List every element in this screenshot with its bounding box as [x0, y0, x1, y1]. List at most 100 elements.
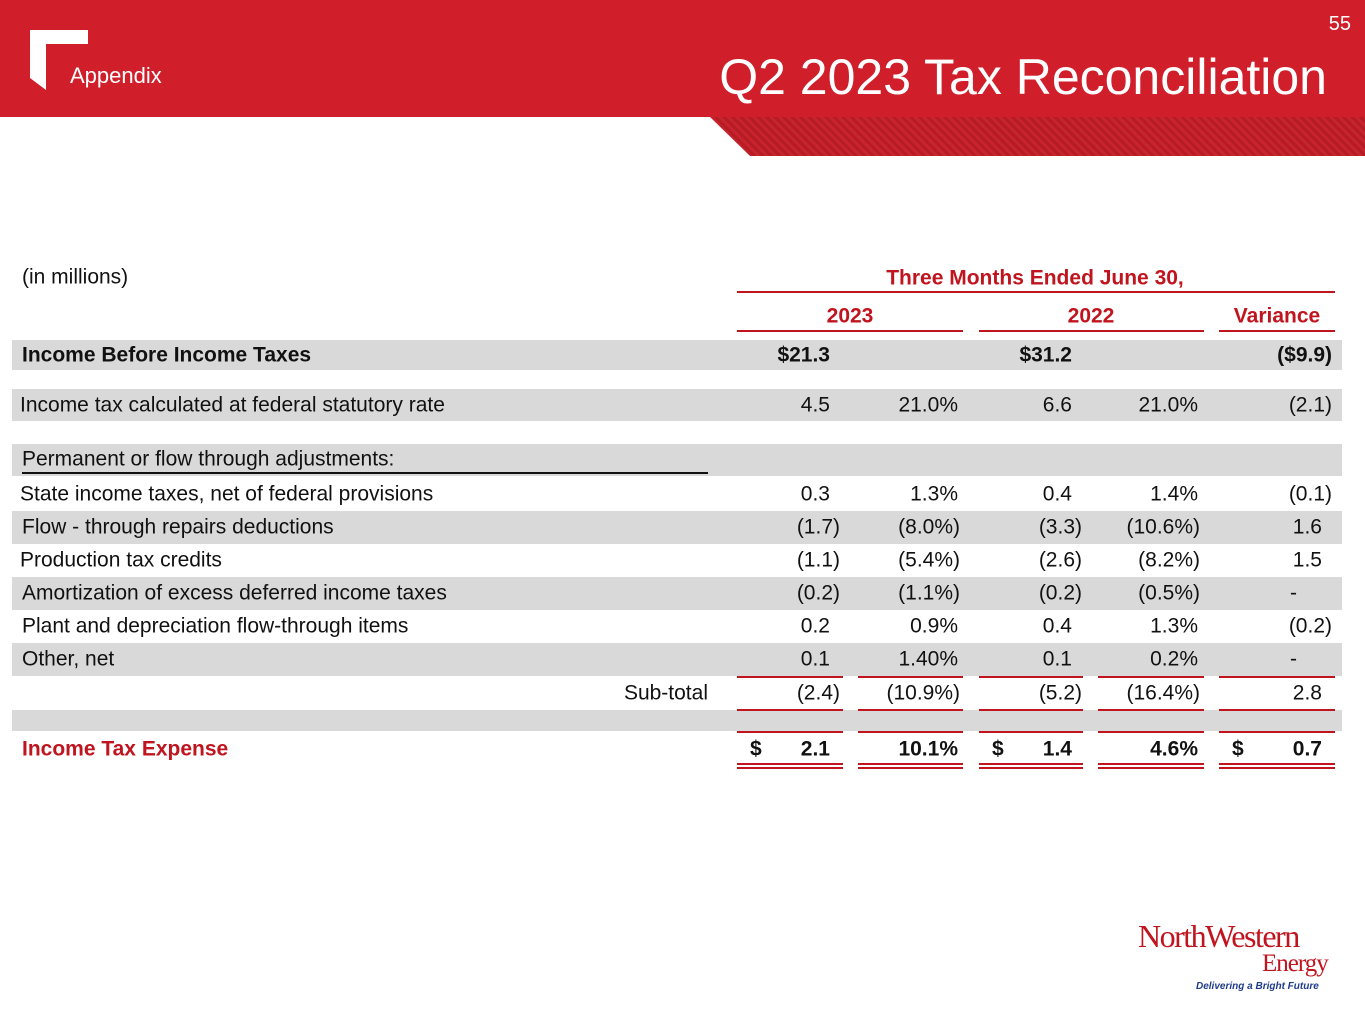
cell-value: (10.6%): [1126, 515, 1200, 539]
rule: [1098, 731, 1204, 733]
cell-value: (10.9%): [886, 681, 960, 705]
row-shade: [12, 577, 1342, 610]
cell-value: 1.5: [1292, 548, 1322, 572]
cell-value: 0.1: [1042, 647, 1072, 671]
cell-value: 4.5: [800, 393, 830, 417]
row-label: Sub-total: [623, 681, 708, 705]
cell-value: 0.4: [1042, 614, 1072, 638]
cell-value: (1.1%): [898, 581, 960, 605]
row-label: Income tax calculated at federal statuto…: [20, 393, 445, 417]
column-header: Variance: [1233, 304, 1321, 328]
cell-value: (16.4%): [1126, 681, 1200, 705]
cell-value: $21.3: [777, 343, 830, 367]
rule: [979, 763, 1083, 765]
row-label: Amortization of excess deferred income t…: [22, 581, 447, 605]
row-label: Income Tax Expense: [22, 737, 229, 761]
rule: [979, 767, 1083, 769]
rule: [1219, 330, 1335, 332]
rule: [1219, 763, 1335, 765]
group-header: Three Months Ended June 30,: [886, 266, 1184, 290]
cell-value: 0.7: [1292, 737, 1322, 761]
rule: [1098, 767, 1204, 769]
column-header: 2023: [826, 304, 874, 328]
rule: [979, 731, 1083, 733]
cell-value: 2.1: [800, 737, 830, 761]
row-label: State income taxes, net of federal provi…: [20, 482, 434, 506]
currency-symbol: $: [750, 737, 762, 761]
cell-value: -: [1290, 581, 1297, 605]
cell-value: 2.8: [1292, 681, 1322, 705]
rule: [737, 763, 843, 765]
logo-tagline: Delivering a Bright Future: [1196, 981, 1319, 992]
rule: [1098, 676, 1204, 678]
rule: [979, 676, 1083, 678]
cell-value: (2.1): [1288, 393, 1332, 417]
row-shade: [12, 340, 1342, 370]
rule: [1219, 731, 1335, 733]
cell-value: (1.7): [796, 515, 840, 539]
row-label: Other, net: [22, 647, 115, 671]
cell-value: (8.0%): [898, 515, 960, 539]
cell-value: 1.4: [1042, 737, 1072, 761]
row-shade: [12, 710, 1342, 731]
row-shade: [12, 643, 1342, 676]
currency-symbol: $: [992, 737, 1004, 761]
page-number: 55: [1328, 13, 1351, 35]
rule: [22, 472, 708, 474]
cell-value: 0.2%: [1150, 647, 1198, 671]
row-label: Plant and depreciation flow-through item…: [22, 614, 409, 638]
cell-value: 0.9%: [910, 614, 958, 638]
row-label: Permanent or flow through adjustments:: [22, 447, 395, 471]
cell-value: (1.1): [796, 548, 840, 572]
cell-value: (2.4): [796, 681, 840, 705]
cell-value: (0.2): [796, 581, 840, 605]
section-label: Appendix: [70, 63, 162, 88]
cell-value: ($9.9): [1277, 343, 1332, 367]
rule: [858, 767, 963, 769]
rule: [979, 330, 1204, 332]
logo-sub: Energy: [1262, 950, 1329, 977]
logo-bracket: [30, 30, 88, 90]
rule: [737, 676, 843, 678]
cell-value: 0.1: [800, 647, 830, 671]
cell-value: 0.2: [800, 614, 830, 638]
rule: [737, 330, 963, 332]
cell-value: -: [1290, 647, 1297, 671]
cell-value: 1.6: [1292, 515, 1322, 539]
slide-title: Q2 2023 Tax Reconciliation: [719, 49, 1327, 105]
header-band: [0, 0, 1365, 117]
row-shade: [12, 389, 1342, 421]
rule: [737, 709, 843, 711]
cell-value: (0.2): [1288, 614, 1332, 638]
cell-value: 0.3: [800, 482, 830, 506]
rule: [1098, 709, 1204, 711]
cell-value: 1.4%: [1150, 482, 1198, 506]
row-shade: [12, 444, 1342, 476]
rule: [858, 709, 963, 711]
cell-value: 10.1%: [898, 737, 958, 761]
cell-value: (5.2): [1038, 681, 1082, 705]
rule: [737, 731, 843, 733]
rule: [858, 731, 963, 733]
cell-value: (0.1): [1288, 482, 1332, 506]
rule: [1098, 763, 1204, 765]
row-label: Income Before Income Taxes: [22, 343, 312, 367]
cell-value: (5.4%): [898, 548, 960, 572]
cell-value: (0.2): [1038, 581, 1082, 605]
row-label: Flow - through repairs deductions: [22, 515, 334, 539]
cell-value: 21.0%: [1138, 393, 1198, 417]
cell-value: (0.5%): [1138, 581, 1200, 605]
cell-value: $31.2: [1019, 343, 1072, 367]
cell-value: (3.3): [1038, 515, 1082, 539]
cell-value: 0.4: [1042, 482, 1072, 506]
rule: [1219, 676, 1335, 678]
cell-value: 1.40%: [898, 647, 958, 671]
rule: [1219, 709, 1335, 711]
rule: [1219, 767, 1335, 769]
cell-value: 6.6: [1042, 393, 1072, 417]
rule: [979, 709, 1083, 711]
logo-name: NorthWestern: [1138, 918, 1300, 954]
header-texture: [710, 117, 1365, 156]
currency-symbol: $: [1232, 737, 1244, 761]
